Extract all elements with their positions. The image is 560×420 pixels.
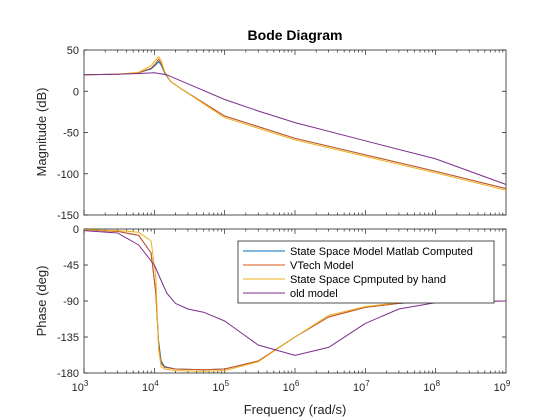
magnitude-ytick-label: -50: [63, 128, 79, 140]
xtick-label: 107: [353, 379, 370, 394]
xtick-label: 106: [283, 379, 300, 394]
magnitude-ytick-label: -150: [57, 210, 79, 222]
xtick-label: 103: [72, 379, 89, 394]
xtick-label: 109: [494, 379, 511, 394]
phase-ytick-label: 0: [73, 224, 79, 236]
magnitude-x-ticks: [83, 50, 504, 215]
legend-entry-vtech-model: VTech Model: [290, 260, 354, 272]
xtick-label: 108: [423, 379, 440, 394]
phase-line-state-space-cpmputed-by-hand: [83, 229, 506, 372]
phase-ytick-label: -90: [63, 296, 79, 308]
phase-lines: [83, 229, 507, 372]
legend-entry-state-space-model-matlab-computed: State Space Model Matlab Computed: [290, 246, 473, 258]
magnitude-plot-area: [83, 49, 507, 216]
legend-entry-old-model: old model: [290, 288, 338, 300]
xtick-label: 104: [142, 379, 159, 394]
x-axis-label: Frequency (rad/s): [244, 402, 347, 417]
phase-ytick-label: -180: [57, 368, 79, 380]
phase-ytick-label: -135: [57, 332, 79, 344]
magnitude-line-state-space-cpmputed-by-hand: [83, 56, 507, 191]
magnitude-line-old-model: [83, 72, 507, 185]
legend-entry-state-space-cpmputed-by-hand: State Space Cpmputed by hand: [290, 274, 446, 286]
x-tick-labels: 103 104 105 106 107 108 109: [72, 379, 511, 394]
magnitude-lines: [83, 56, 507, 191]
legend: State Space Model Matlab Computed VTech M…: [237, 240, 495, 304]
phase-line-old-model: [83, 230, 507, 356]
magnitude-ytick-label: 0: [73, 86, 79, 98]
magnitude-ytick-label: -100: [57, 169, 79, 181]
magnitude-ytick-label: 50: [67, 45, 79, 57]
magnitude-y-ticks: 50 0 -50 -100 -150: [57, 45, 506, 222]
phase-ytick-label: -45: [63, 260, 79, 272]
phase-ylabel: Phase (deg): [34, 266, 49, 337]
magnitude-ylabel: Magnitude (dB): [34, 88, 49, 177]
magnitude-plot: 50 0 -50 -100 -150 Magnitude (dB): [34, 45, 507, 222]
chart-title: Bode Diagram: [248, 27, 343, 43]
xtick-label: 105: [212, 379, 229, 394]
phase-x-ticks: [83, 229, 504, 373]
phase-line-vtech-model: [83, 229, 506, 371]
